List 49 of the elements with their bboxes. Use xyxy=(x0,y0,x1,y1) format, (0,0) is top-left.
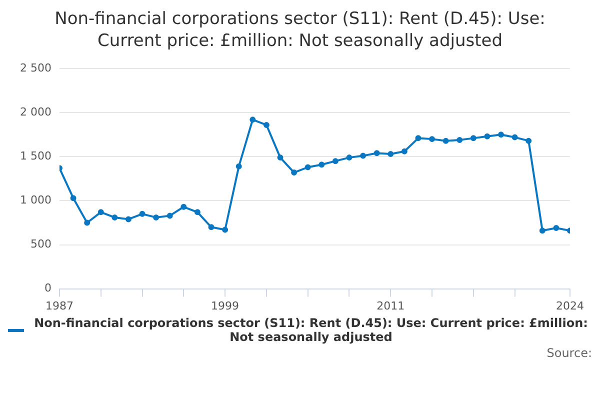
point xyxy=(84,220,90,226)
point xyxy=(208,224,214,230)
point xyxy=(222,226,228,233)
y-tick-label: 2 000 xyxy=(20,106,52,118)
point xyxy=(98,209,104,216)
point xyxy=(374,150,380,156)
point xyxy=(470,135,476,142)
point xyxy=(153,214,160,220)
point xyxy=(539,228,546,234)
point xyxy=(484,133,490,140)
source-note: Source: xyxy=(546,346,592,360)
x-tick-label: 2024 xyxy=(556,299,584,312)
point xyxy=(166,212,173,219)
x-tick-label: 2011 xyxy=(376,299,405,312)
y-tick-label: 500 xyxy=(30,238,52,251)
y-tick-label: 1 000 xyxy=(20,194,52,207)
legend-label: Non-financial corporations sector (S11): Rent (D.45): Use: Current price: £million: Not seasonally adjusted xyxy=(33,316,589,344)
point xyxy=(332,158,338,164)
point xyxy=(194,209,200,216)
y-tick-label: 2 500 xyxy=(20,61,52,74)
point xyxy=(318,162,325,168)
point xyxy=(277,154,284,161)
y-tick-label: 0 xyxy=(44,282,52,295)
point xyxy=(291,170,298,176)
point xyxy=(180,204,187,210)
point xyxy=(553,225,560,232)
point xyxy=(401,148,408,154)
point xyxy=(112,214,118,220)
point xyxy=(70,195,76,202)
point xyxy=(346,154,352,161)
point xyxy=(360,152,366,159)
point xyxy=(415,135,422,142)
point xyxy=(388,151,394,158)
point xyxy=(236,163,242,170)
point xyxy=(429,136,436,142)
x-tick-label: 1987 xyxy=(45,299,74,312)
point xyxy=(498,132,504,138)
point xyxy=(304,164,311,170)
point xyxy=(456,136,463,143)
chart-title: Non-financial corporations sector (S11): Rent (D.45): Use: Current price: £million: Not seasonally adjusted xyxy=(54,8,546,53)
x-tick-label: 1999 xyxy=(211,299,240,312)
point xyxy=(263,122,270,128)
point xyxy=(512,134,518,140)
point xyxy=(250,116,256,123)
point xyxy=(442,138,449,144)
point xyxy=(139,210,146,217)
point xyxy=(125,216,132,222)
point xyxy=(526,138,532,144)
y-tick-label: 1 500 xyxy=(20,150,52,163)
